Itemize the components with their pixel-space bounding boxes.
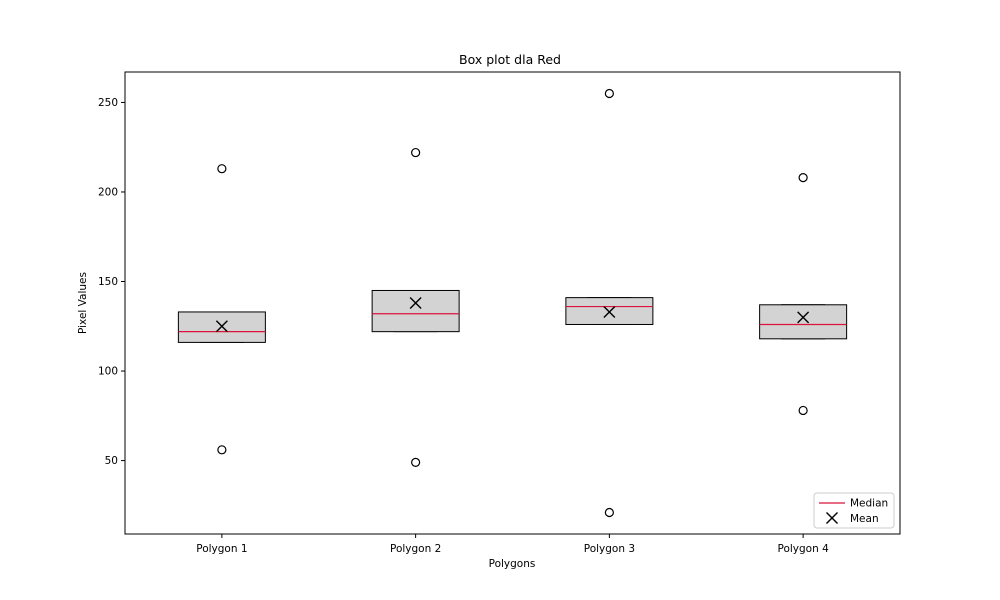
legend-mean-label: Mean [850, 513, 879, 525]
plot-area [177, 88, 848, 518]
outlier-point [798, 173, 808, 183]
y-axis: 50 100 150 200 250 [98, 97, 125, 467]
box-group [565, 88, 654, 518]
box-group [177, 164, 266, 455]
x-tick-label: Polygon 2 [390, 543, 441, 555]
mean-marker [409, 297, 422, 309]
x-axis-label: Polygons [489, 558, 536, 570]
y-tick-label: 250 [98, 97, 118, 109]
box [371, 289, 460, 333]
outlier-point [217, 164, 227, 174]
x-tick-label: Polygon 1 [196, 543, 247, 555]
y-tick-label: 200 [98, 186, 118, 198]
y-tick-label: 50 [105, 455, 118, 467]
outlier-point [411, 147, 421, 158]
y-tick-label: 150 [98, 276, 118, 288]
chart-title: Box plot dla Red [459, 52, 561, 67]
legend-median-label: Median [850, 498, 888, 510]
outlier-point [604, 507, 614, 518]
outlier-point [411, 457, 421, 467]
legend-mean-cross [826, 512, 838, 524]
x-axis: Polygon 1 Polygon 2 Polygon 3 Polygon 4 [196, 534, 829, 555]
outlier-point [798, 405, 808, 416]
mean-marker [797, 311, 810, 324]
box-group [371, 147, 460, 467]
x-tick-label: Polygon 4 [777, 543, 829, 555]
legend: Median Mean [813, 492, 895, 529]
mean-marker [603, 305, 616, 318]
y-tick-label: 100 [98, 366, 118, 378]
box [759, 304, 848, 340]
legend-mean-swatch [826, 512, 838, 524]
outlier-point [217, 445, 227, 455]
y-axis-label: Pixel Values [77, 272, 89, 334]
outlier-point [604, 88, 614, 99]
plot-frame [124, 71, 901, 535]
box-group [759, 173, 848, 416]
mean-marker [215, 320, 228, 333]
x-tick-label: Polygon 3 [584, 543, 635, 555]
